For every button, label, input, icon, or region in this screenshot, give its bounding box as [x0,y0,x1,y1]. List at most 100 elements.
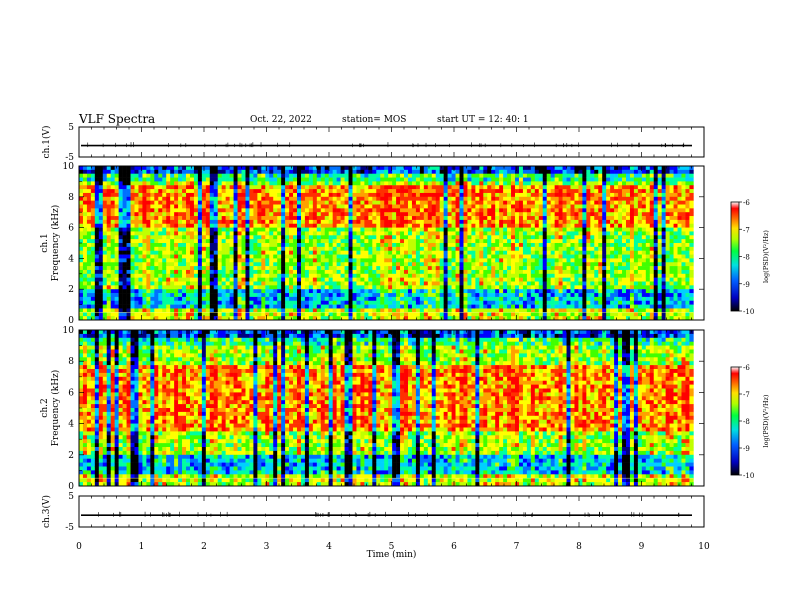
spectrogram-cell [503,285,508,290]
spectrogram-cell [269,254,274,259]
spectrogram-cell [221,239,226,244]
spectrogram-cell [90,277,96,282]
spectrogram-cell [201,177,207,182]
spectrogram-cell [392,200,397,205]
spectrogram-cell [507,166,512,171]
spectrogram-cell [479,304,484,309]
spectrogram-cell [515,185,520,190]
spectrogram-cell [518,177,524,182]
spectrogram-cell [90,189,96,194]
spectrogram-cell [340,246,345,251]
spectrogram-cell [269,208,274,213]
spectrogram-cell [269,258,274,263]
spectrogram-cell [415,273,421,278]
spectrogram-cell [225,277,230,282]
spectrogram-cell [166,308,171,313]
spectrogram-cell [411,304,417,309]
spectrogram-cell [237,277,242,282]
spectrogram-cell [499,254,504,259]
spectrogram-cell [388,204,393,209]
spectrogram-cell [182,235,187,240]
spectrogram-cell [411,177,417,182]
spectrogram-cell [146,219,151,225]
spectrogram-cell [186,300,191,305]
spectrogram-cell [471,243,476,248]
spectrogram-cell [491,258,496,263]
spectrogram-cell [439,173,444,178]
spectrogram-cell [550,212,555,217]
spectrogram-cell [142,246,147,251]
spectrogram-cell [479,223,484,228]
spectrogram-cell [340,185,345,190]
spectrogram-cell [368,316,373,321]
spectrogram-cell [558,239,563,244]
spectrogram-cell [308,219,314,225]
spectrogram-cell [102,266,108,271]
spectrogram-cell [503,262,508,267]
spectrogram-cell [396,181,401,186]
spectrogram-cell [209,254,215,259]
spectrogram-cell [360,266,365,271]
spectrogram-cell [475,204,480,209]
spectrogram-cell [400,300,405,305]
spectrogram-cell [439,273,444,278]
spectrogram-cell [197,219,203,225]
spectrogram-cell [356,212,361,217]
spectrogram-cell [225,296,230,302]
spectrogram-cell [241,192,246,198]
spectrogram-cell [352,177,357,182]
spectrogram-cell [503,169,508,174]
spectrogram-cell [491,166,496,171]
spectrogram-cell [419,289,425,294]
spectrogram-cell [423,196,429,201]
spectrogram-cell [566,289,571,294]
spectrogram-cell [217,231,222,236]
spectrogram-cell [538,227,544,232]
spectrogram-cell [312,192,318,198]
spectrogram-cell [269,227,274,232]
spectrogram-cell [110,169,115,174]
spectrogram-cell [265,169,270,174]
spectrogram-cell [364,273,369,278]
spectrogram-cell [229,200,234,205]
spectrogram-cell [300,273,306,278]
spectrogram-cell [320,269,326,275]
spectrogram-cell [174,216,179,221]
spectrogram-cell [550,312,555,317]
spectrogram-cell [320,243,326,248]
spectrogram-cell [110,250,115,255]
spectrogram-cell [193,204,199,209]
spectrogram-cell [451,208,456,213]
spectrogram-cell [332,212,337,217]
spectrogram-cell [114,304,119,309]
spectrogram-cell [396,169,401,174]
spectrogram-cell [265,293,270,298]
spectrogram-cell [245,177,250,182]
spectrogram-cell [79,181,84,186]
spectrogram-cell [316,219,322,225]
spectrogram-cell [257,262,262,267]
spectrogram-cell [431,231,437,236]
spectrogram-cell [249,177,254,182]
spectrogram-cell [193,266,199,271]
spectrogram-cell [304,273,310,278]
spectrogram-cell [396,216,401,221]
spectrogram-cell [396,239,401,244]
spectrogram-cell [360,281,365,286]
spectrogram-cell [427,212,433,217]
spectrogram-cell [467,262,472,267]
spectrogram-cell [431,250,437,255]
spectrogram-cell [475,312,480,317]
spectrogram-cell [407,304,413,309]
spectrogram-cell [380,293,385,298]
spectrogram-cell [245,185,250,190]
spectrogram-cell [245,208,250,213]
spectrogram-cell [534,216,540,221]
spectrogram-cell [237,185,242,190]
spectrogram-cell [114,296,119,302]
spectrogram-cell [340,250,345,255]
spectrogram-cell [384,219,389,225]
spectrogram-cell [423,273,429,278]
spectrogram-cell [308,173,314,178]
spectrogram-cell [174,166,179,171]
